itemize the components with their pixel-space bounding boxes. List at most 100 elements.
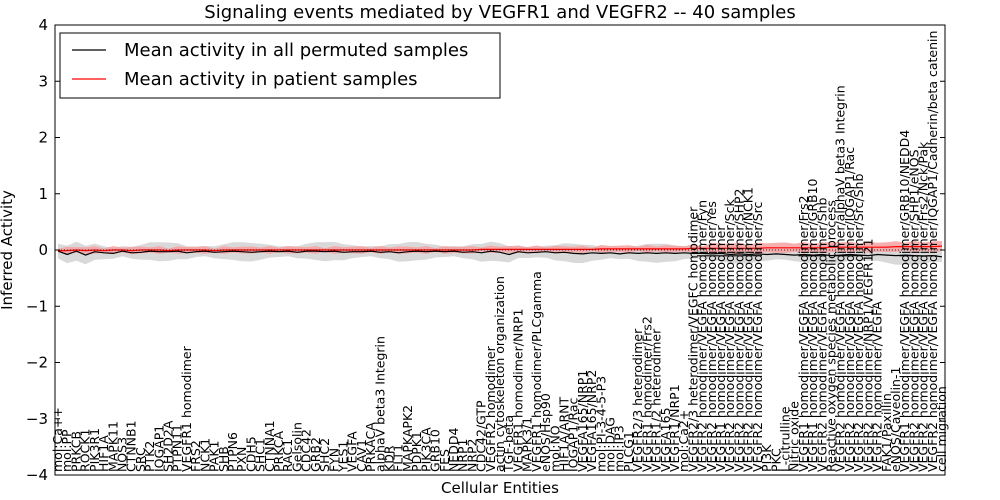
x-tick-label: VEGFR2 homodimer/VEGFA homodimer/Src bbox=[750, 201, 765, 471]
x-tick-label: PXN bbox=[234, 447, 249, 472]
x-tick-label: MAPK3/1 bbox=[520, 417, 535, 472]
x-tick-label: VEGFR2 homodimer/VEGFA homodimer/SHP1/eN… bbox=[906, 149, 921, 472]
x-tick-label: VEGFR1 homodimer bbox=[179, 345, 194, 472]
confidence-bands bbox=[58, 241, 942, 265]
x-tick-label: MAPKAPK2 bbox=[400, 405, 415, 472]
x-tick-label: CDC42 bbox=[299, 429, 314, 472]
x-tick-label: VEGFR2 homodimer/VEGFA homodimer/IQGAP1/… bbox=[842, 147, 857, 472]
x-tick-label: NCK1 bbox=[197, 438, 212, 472]
x-tick-label: eNOS/Hsp90 bbox=[538, 393, 553, 472]
x-tick-label: VEGFR2 homodimer/VEGFA homodimer/Sck bbox=[722, 199, 737, 472]
x-tick-label: VEGFR1 homodimer/VEGFA homodimer/GRB10/N… bbox=[897, 130, 912, 472]
x-tick-label: VEGFR1 homodimer/VEGFA homodimer/Frs2 bbox=[796, 195, 811, 472]
x-tick-label: VEGFR1 homodimer/PLCgamma bbox=[529, 271, 544, 472]
x-tick-label: TGF-beta bbox=[501, 415, 516, 473]
x-tick-label: VEGFR1 homodimer/VEGFA homodimer bbox=[713, 225, 728, 472]
x-tick-label: VEGFA bbox=[345, 431, 360, 472]
x-tick-label: mol:PP bbox=[59, 429, 74, 472]
x-tick-label: VEGFR2 homodimer/VEGFA homodimer/IQGAP1/… bbox=[925, 31, 940, 472]
x-tick-label: mol:PI-3-4-5-P3 bbox=[593, 376, 608, 472]
x-tick-label: PDPK1 bbox=[409, 431, 424, 472]
x-tick-label: VEGFR1 homodimer/NRP1 bbox=[510, 308, 525, 471]
x-tick-label: HIF1A/ARNT bbox=[557, 396, 572, 472]
series-line-permuted bbox=[57, 250, 943, 258]
x-tick-label: SHC1 bbox=[253, 438, 268, 472]
x-tick-label: CDH5 bbox=[243, 436, 258, 472]
patient-band bbox=[58, 241, 942, 255]
x-tick-label: FYN bbox=[326, 448, 341, 472]
x-tick-label: VEGFR2 homodimer/VEGFA homodimer/Src/Shb bbox=[851, 174, 866, 472]
legend-box bbox=[59, 32, 501, 99]
x-tick-label: SHB bbox=[216, 446, 231, 472]
y-tick-label: −1 bbox=[26, 297, 48, 315]
x-tick-label: VEGFA165/NRP2 bbox=[584, 370, 599, 472]
x-tick-label: GRB10 bbox=[428, 429, 443, 472]
y-tick-label: 4 bbox=[38, 16, 48, 34]
x-tick-label: VEGFR2 homodimer bbox=[483, 345, 498, 472]
plot-frame bbox=[54, 24, 946, 476]
x-tick-label: VEGFA165/NRP1 bbox=[575, 370, 590, 472]
y-tick-label: 2 bbox=[38, 129, 48, 147]
x-tick-label: VEGFR2/3 heterodimer bbox=[630, 328, 645, 472]
legend-label-patient: Mean activity in patient samples bbox=[124, 69, 418, 90]
x-tick-label: L-citrulline bbox=[778, 406, 793, 472]
x-tick-label: VEGFR2/3 heterodimer/VEGFC homodimer bbox=[685, 206, 700, 472]
x-tick-label: Reactive oxygen species metabolic proces… bbox=[824, 200, 839, 472]
legend: Mean activity in all permuted samples Me… bbox=[59, 32, 501, 99]
x-tick-label: VEGFR2 homodimer/VEGFA homodimer/NCK1 bbox=[741, 187, 756, 472]
x-tick-label: VEGFR2 homodimer/VEGFA homodimer/Frs2/Nc… bbox=[916, 141, 931, 472]
x-tick-label: eNOS/Caveolin-1 bbox=[888, 367, 903, 472]
x-tick-label: NRP2 bbox=[464, 438, 479, 472]
x-tick-label: PTPN6 bbox=[225, 432, 240, 472]
y-axis-label: Inferred Activity bbox=[0, 190, 16, 310]
x-tick-label: Nitric oxide bbox=[787, 401, 802, 472]
x-tick-label: PIK3CA bbox=[418, 427, 433, 472]
x-tick-label: GRB2 bbox=[308, 437, 323, 472]
x-tick-label: VEGFR1/2 heterodimer bbox=[649, 328, 664, 472]
x-tick-label: actin cytoskeleton organization bbox=[492, 276, 507, 472]
x-tick-label: FRS2 bbox=[188, 440, 203, 472]
x-tick-label: VEGFR2 homodimer/VEGFA homodimer/alphaV … bbox=[833, 85, 848, 472]
x-tick-label: Gelsolin bbox=[289, 422, 304, 472]
x-tick-label: mol:NO bbox=[547, 425, 562, 472]
x-tick-label: FAK1/Paxillin bbox=[879, 393, 894, 472]
x-tick-label: CDC42/GTP bbox=[474, 400, 489, 472]
x-tick-label: ROCK1 bbox=[78, 429, 93, 472]
x-tick-label: CTNNB1 bbox=[124, 420, 139, 472]
x-tick-label: CAV1 bbox=[354, 439, 369, 472]
x-tick-label: NEDD4 bbox=[446, 428, 461, 472]
x-tick-label: MAPK11 bbox=[105, 421, 120, 472]
x-tick-label: VEGFR2 homodimer/VEGFA bbox=[870, 301, 885, 472]
x-tick-label: VEGFR2 homodimer/VEGFA homodimer/SHP2 bbox=[731, 188, 746, 472]
y-tick-label: 0 bbox=[38, 241, 48, 259]
x-tick-label: VEGFR2 homodimer/VEGFA homodimer/Shb bbox=[814, 197, 829, 472]
y-tick-label: 3 bbox=[38, 72, 48, 90]
x-tick-label: FES bbox=[437, 449, 452, 472]
x-tick-label: SRC bbox=[133, 447, 148, 472]
x-tick-label: PRKCA bbox=[271, 431, 286, 472]
x-tick-label: PTPN11 bbox=[170, 424, 185, 472]
x-tick-label: VEGFR2 homodimer/VEGFA homodimer/Fyn bbox=[695, 200, 710, 472]
x-tick-label: VEGFA165 bbox=[658, 407, 673, 472]
x-tick-label: NRP1 bbox=[455, 439, 470, 473]
x-tick-label: RAC1 bbox=[280, 439, 295, 472]
x-tick-label: PIK3R1 bbox=[87, 428, 102, 472]
chart-title: Signaling events mediated by VEGFR1 and … bbox=[204, 2, 795, 23]
x-tick-label: PRKACA bbox=[363, 422, 378, 472]
x-tick-label: VEGFR1 homodimer/Frs2 bbox=[639, 316, 654, 472]
x-tick-label: PLCG1 bbox=[621, 431, 636, 472]
x-axis-label: Cellular Entities bbox=[441, 479, 559, 497]
y-tick-label: −4 bbox=[26, 466, 48, 484]
x-tick-label: mol:DAG bbox=[603, 417, 618, 472]
x-tick-label: HIF1A bbox=[96, 435, 111, 472]
x-tick-label: VEGFR2 homodimer/VEGFA homodimer/Yes bbox=[704, 201, 719, 472]
x-tick-label: PI3K bbox=[759, 444, 774, 472]
series-lines bbox=[55, 245, 945, 258]
legend-label-permuted: Mean activity in all permuted samples bbox=[124, 40, 468, 61]
x-tick-label: mol:Ca2+ bbox=[676, 410, 691, 472]
x-tick-label: VEGFR2 homodimer/NRP1/VEGFR121 bbox=[860, 238, 875, 472]
x-tick-label: PRKCB bbox=[68, 431, 83, 472]
x-tick-label: KDR bbox=[382, 445, 397, 472]
